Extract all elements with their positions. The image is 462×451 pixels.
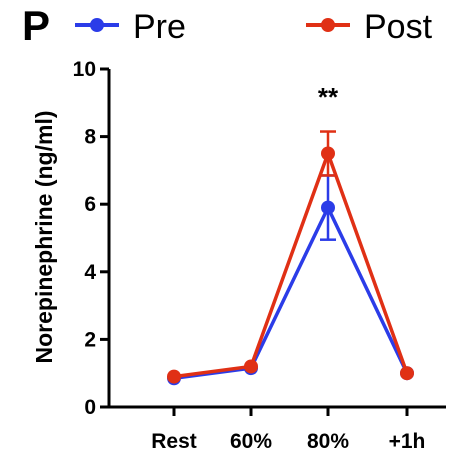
data-point bbox=[321, 146, 335, 161]
series-line-pre bbox=[173, 205, 409, 381]
legend-label: Pre bbox=[133, 8, 186, 46]
x-tick-label: 60% bbox=[230, 430, 272, 451]
series-pre bbox=[167, 174, 414, 386]
y-tick-label: 0 bbox=[84, 396, 96, 419]
data-point bbox=[400, 366, 414, 381]
legend-swatch-marker bbox=[90, 18, 104, 32]
x-tick-label: +1h bbox=[389, 430, 426, 451]
significance-annotation: ** bbox=[318, 82, 339, 112]
y-tick-label: 4 bbox=[84, 261, 96, 284]
y-tick-label: 6 bbox=[84, 193, 96, 216]
legend-entry-post: Post bbox=[306, 8, 433, 46]
data-point bbox=[321, 200, 335, 215]
y-tick-label: 10 bbox=[73, 58, 96, 81]
y-tick-label: 8 bbox=[84, 126, 96, 149]
y-axis-label: Norepinephrine (ng/ml) bbox=[31, 111, 57, 364]
legend-label: Post bbox=[364, 8, 433, 46]
legend-swatch-marker bbox=[321, 18, 335, 32]
x-tick-label: Rest bbox=[151, 430, 197, 451]
data-point bbox=[244, 359, 258, 374]
series-layer bbox=[167, 130, 414, 386]
legend-entry-pre: Pre bbox=[75, 8, 186, 46]
annotation-layer: ** bbox=[318, 82, 339, 112]
legend: Pre Post bbox=[75, 8, 433, 46]
data-point bbox=[167, 369, 181, 384]
y-tick-label: 2 bbox=[84, 328, 96, 351]
axes: 0 2 4 6 8 10 Rest 60% 80% +1h bbox=[73, 58, 446, 451]
x-tick-label: 80% bbox=[307, 430, 349, 451]
panel-label: P bbox=[22, 2, 50, 49]
series-line-post bbox=[173, 151, 409, 379]
series-post bbox=[167, 130, 414, 384]
